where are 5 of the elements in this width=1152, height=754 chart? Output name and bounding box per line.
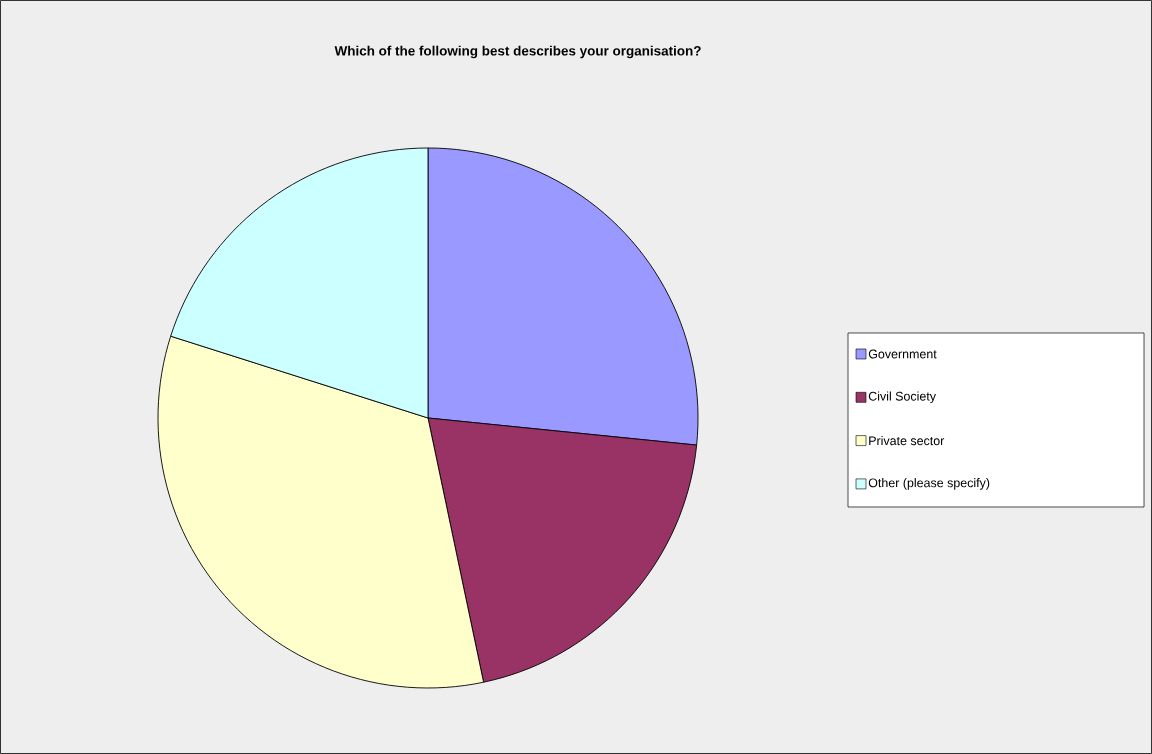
chart-title: Which of the following best describes your organisation?: [334, 45, 701, 59]
legend-label: Private sector: [869, 436, 945, 446]
legend-label: Civil Society: [868, 391, 936, 404]
legend-label: Government: [868, 349, 937, 359]
legend-label: Other (please specify): [868, 478, 990, 490]
